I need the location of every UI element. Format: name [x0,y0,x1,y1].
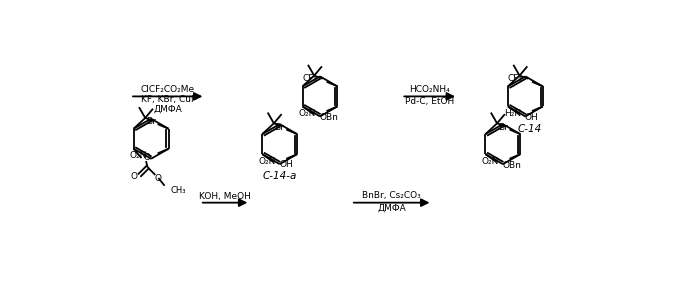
Text: HCO₂NH₄: HCO₂NH₄ [410,85,450,94]
Text: C-14-a: C-14-a [262,171,297,182]
Text: KF, KBr, CuI: KF, KBr, CuI [141,95,194,104]
Text: C-14: C-14 [517,124,541,134]
Text: O₂N: O₂N [130,151,147,160]
Text: O: O [131,172,138,181]
Text: O₂N: O₂N [482,157,498,166]
Text: O: O [144,153,150,162]
Text: Br: Br [146,117,155,126]
Text: CH₃: CH₃ [171,186,186,195]
Text: ДМФА: ДМФА [153,104,182,113]
Text: OH: OH [525,113,539,122]
Text: ДМФА: ДМФА [377,204,406,213]
Text: Br: Br [498,123,508,132]
Text: OBn: OBn [503,161,522,170]
Text: CF₃: CF₃ [508,74,523,83]
Text: O: O [155,173,162,182]
Text: Pd-C, EtOH: Pd-C, EtOH [405,97,454,106]
Text: KOH, MeOH: KOH, MeOH [199,192,251,201]
Text: ClCF₂CO₂Me: ClCF₂CO₂Me [141,85,195,94]
Text: OBn: OBn [320,113,339,122]
Text: H₂N: H₂N [504,109,521,118]
Text: BnBr, Cs₂CO₃: BnBr, Cs₂CO₃ [363,191,421,200]
Text: OH: OH [279,160,293,169]
Text: CF₃: CF₃ [302,74,317,83]
Text: Br: Br [274,123,284,132]
Text: O₂N: O₂N [258,157,276,166]
Text: O₂N: O₂N [298,109,316,118]
